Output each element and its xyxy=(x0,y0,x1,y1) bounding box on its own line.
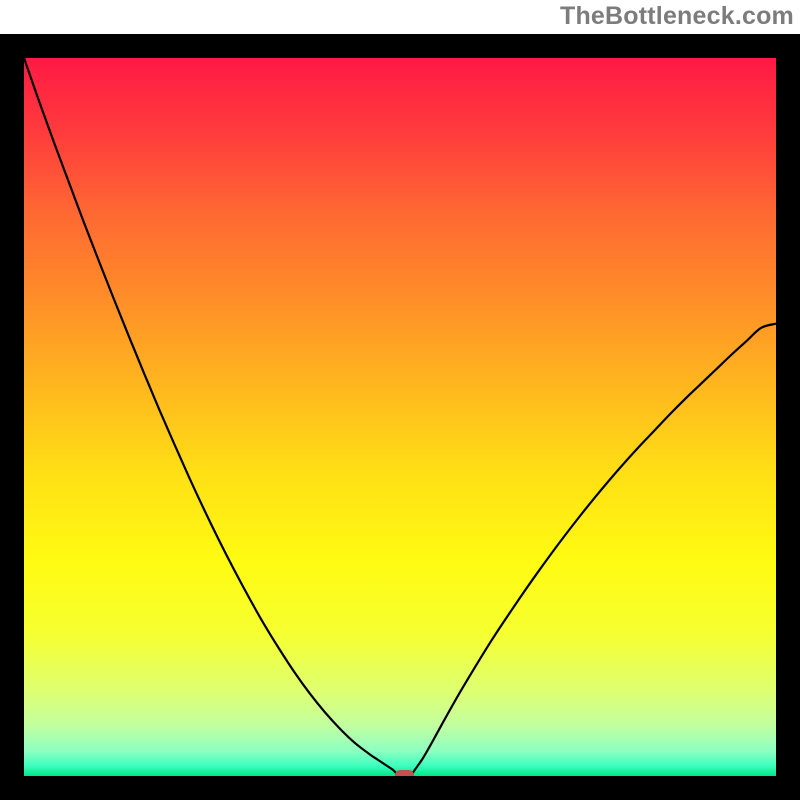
watermark-text: TheBottleneck.com xyxy=(560,2,794,31)
stage: TheBottleneck.com xyxy=(0,0,800,800)
plot-area xyxy=(24,58,776,776)
optimum-marker xyxy=(24,58,776,776)
